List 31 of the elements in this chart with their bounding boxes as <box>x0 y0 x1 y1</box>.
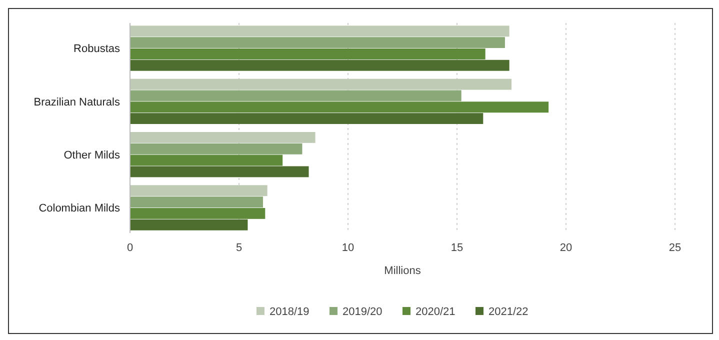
bar <box>130 132 316 143</box>
bar <box>130 113 484 124</box>
legend-label: 2018/19 <box>270 306 310 318</box>
y-tick-label: Brazilian Naturals <box>34 96 120 108</box>
bar <box>130 78 512 90</box>
legend-label: 2019/20 <box>342 306 382 318</box>
bar <box>130 102 549 113</box>
x-tick-label: 0 <box>126 242 134 254</box>
legend-label: 2021/22 <box>488 306 528 318</box>
y-tick-label: Robustas <box>74 43 120 56</box>
y-tick-label: Colombian Milds <box>38 202 120 215</box>
x-tick-label: 5 <box>236 242 242 254</box>
y-tick-label: Other Milds <box>64 149 120 162</box>
legend-label: 2020/21 <box>416 306 456 318</box>
bar <box>130 166 309 178</box>
x-tick-label: 15 <box>450 242 464 254</box>
bar <box>130 26 510 37</box>
bar <box>130 219 248 230</box>
bar <box>130 185 268 196</box>
x-tick-label: 20 <box>560 242 572 254</box>
bar <box>130 60 510 71</box>
bar <box>130 37 505 48</box>
bar <box>130 143 302 154</box>
bar <box>130 208 266 219</box>
bar <box>130 90 462 102</box>
bar <box>130 154 283 166</box>
x-axis-title: Millions <box>384 265 422 277</box>
bar <box>130 48 486 60</box>
x-tick-label: 25 <box>668 242 682 254</box>
bar <box>130 196 263 208</box>
x-tick-label: 10 <box>342 242 354 254</box>
